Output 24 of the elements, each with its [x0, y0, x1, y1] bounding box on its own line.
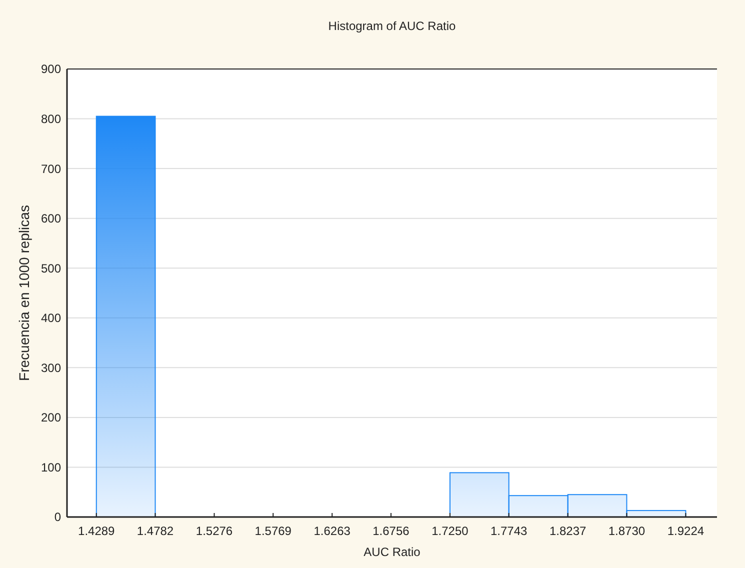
y-tick-label: 500 — [40, 261, 62, 276]
y-axis-title: Frecuencia en 1000 replicas — [16, 205, 32, 381]
x-tick-label: 1.5276 — [196, 524, 233, 538]
x-tick-label: 1.4289 — [78, 524, 116, 538]
y-tick-label: 200 — [40, 410, 62, 425]
x-tick-label: 1.8730 — [608, 524, 646, 538]
y-tick-label: 600 — [40, 212, 62, 226]
y-tick-label: 800 — [40, 112, 62, 126]
x-tick-label: 1.9224 — [667, 524, 704, 538]
y-tick-label: 400 — [40, 311, 62, 326]
y-tick-label: 700 — [40, 162, 62, 176]
x-tick-label: 1.7743 — [490, 524, 528, 538]
y-tick-label: 300 — [40, 360, 62, 375]
x-tick-label: 1.5769 — [254, 524, 292, 538]
x-tick-label: 1.8237 — [549, 524, 587, 538]
x-tick-label: 1.7250 — [432, 524, 469, 538]
y-tick-label: 900 — [40, 62, 62, 76]
x-tick-label: 1.6263 — [314, 524, 351, 538]
chart-title: Histogram of AUC Ratio — [328, 19, 456, 33]
y-tick-label: 100 — [40, 460, 62, 474]
x-axis-title: AUC Ratio — [364, 545, 421, 559]
x-tick-label: 1.6756 — [372, 524, 410, 538]
y-tick-label: 0 — [54, 510, 62, 524]
x-tick-label: 1.4782 — [136, 524, 174, 538]
